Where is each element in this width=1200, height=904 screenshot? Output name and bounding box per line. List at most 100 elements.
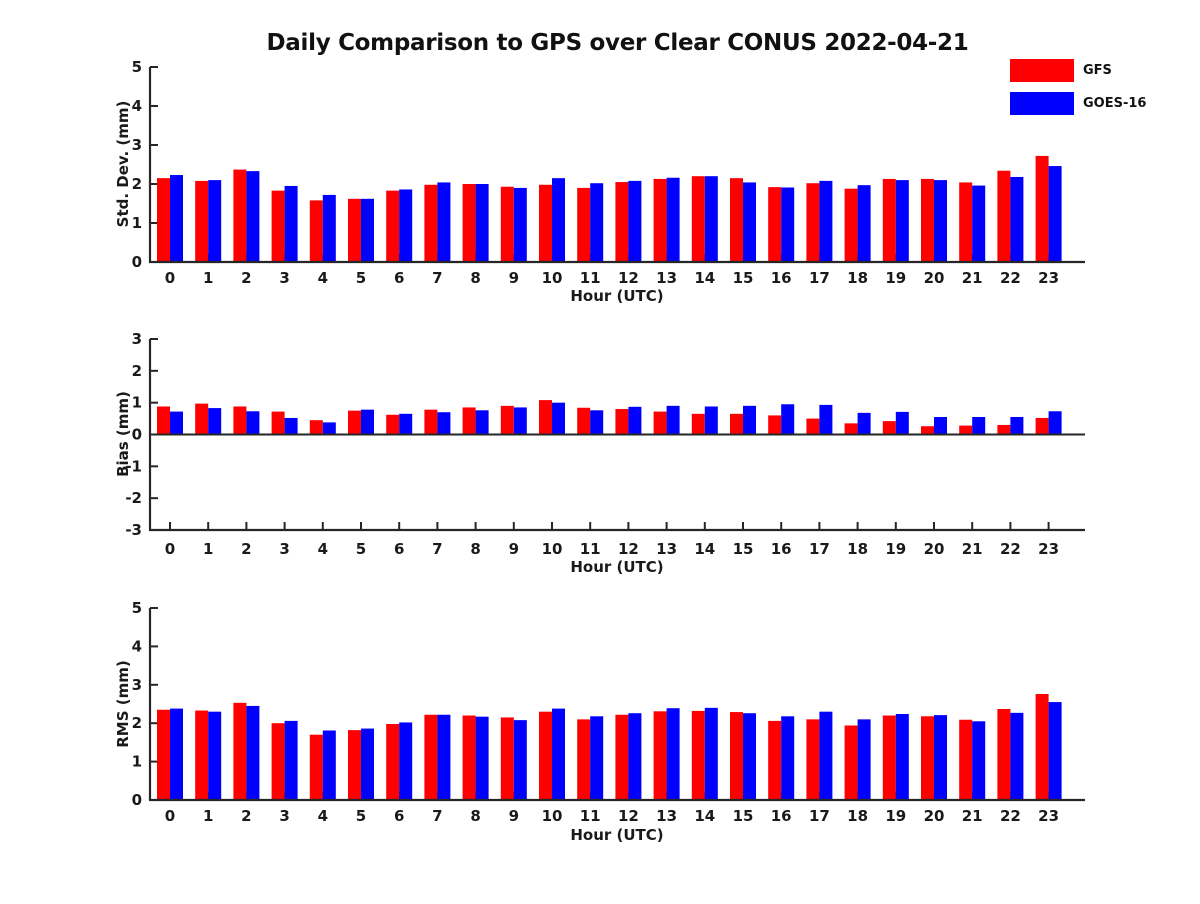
bar-goes16-h22: [1010, 176, 1024, 262]
bar-gfs-h15: [730, 178, 743, 262]
bar-gfs-h2: [233, 406, 247, 435]
x-tick-label: 6: [394, 540, 404, 558]
x-tick-label: 18: [847, 807, 868, 825]
x-tick-label: 5: [356, 540, 366, 558]
y-tick-label: 4: [132, 97, 142, 115]
bar-gfs-h10: [539, 400, 552, 435]
x-tick-label: 20: [924, 807, 945, 825]
bar-gfs-h18: [844, 423, 858, 435]
x-tick-label: 16: [771, 269, 792, 287]
x-tick-label: 18: [847, 269, 868, 287]
goes16-legend-label: GOES-16: [1083, 96, 1147, 111]
bar-gfs-h2: [233, 702, 247, 800]
bar-goes16-h5: [361, 728, 374, 800]
bar-goes16-h18: [857, 185, 871, 262]
bar-goes16-h1: [208, 711, 222, 800]
bar-gfs-h14: [691, 710, 705, 800]
bar-gfs-h5: [348, 730, 361, 800]
bar-gfs-h9: [500, 186, 514, 262]
x-tick-label: 14: [694, 807, 715, 825]
x-tick-label: 4: [318, 807, 328, 825]
bar-goes16-h5: [361, 409, 374, 435]
y-tick-label: 0: [132, 426, 142, 444]
bar-gfs-h7: [424, 409, 438, 435]
y-tick-label: 0: [132, 791, 142, 809]
bar-gfs-h0: [157, 406, 170, 435]
x-tick-label: 0: [165, 269, 175, 287]
rms-x-axis-label: Hour (UTC): [570, 826, 663, 844]
x-tick-label: 18: [847, 540, 868, 558]
gfs-legend-label: GFS: [1083, 63, 1112, 78]
bar-goes16-h21: [972, 721, 986, 800]
bar-gfs-h4: [309, 734, 323, 800]
bar-goes16-h16: [781, 716, 795, 800]
bar-gfs-h22: [997, 708, 1011, 800]
bar-gfs-h3: [271, 723, 285, 800]
y-tick-label: 3: [132, 330, 142, 348]
bar-gfs-h18: [844, 188, 858, 262]
bar-gfs-h10: [539, 711, 552, 800]
bar-goes16-h12: [628, 406, 642, 435]
y-tick-label: 0: [132, 253, 142, 271]
bar-goes16-h1: [208, 408, 222, 435]
bar-goes16-h7: [437, 182, 451, 262]
bar-goes16-h12: [628, 713, 642, 800]
bar-gfs-h1: [195, 180, 209, 262]
x-tick-label: 3: [279, 269, 289, 287]
bar-gfs-h3: [271, 411, 285, 435]
x-tick-label: 17: [809, 807, 830, 825]
x-tick-label: 20: [924, 269, 945, 287]
chart-title: Daily Comparison to GPS over Clear CONUS…: [266, 30, 969, 56]
bar-gfs-h13: [653, 178, 667, 262]
x-tick-label: 15: [733, 807, 754, 825]
x-tick-label: 0: [165, 807, 175, 825]
bar-goes16-h15: [743, 405, 756, 435]
x-tick-label: 22: [1000, 269, 1021, 287]
bar-gfs-h7: [424, 184, 438, 262]
bar-goes16-h20: [934, 180, 947, 262]
x-tick-label: 19: [885, 807, 906, 825]
bar-gfs-h6: [386, 190, 400, 262]
bar-gfs-h11: [577, 187, 591, 262]
stddev-y-axis-label: Std. Dev. (mm): [114, 101, 132, 228]
bar-goes16-h18: [857, 719, 871, 800]
bar-gfs-h22: [997, 170, 1011, 262]
bar-gfs-h0: [157, 178, 170, 262]
bar-goes16-h10: [552, 708, 565, 800]
bar-goes16-h11: [590, 183, 604, 262]
bar-gfs-h13: [653, 711, 667, 800]
x-tick-label: 8: [470, 807, 480, 825]
bar-goes16-h0: [170, 411, 183, 435]
x-tick-label: 13: [656, 269, 677, 287]
x-tick-label: 21: [962, 269, 983, 287]
bar-goes16-h12: [628, 180, 642, 262]
bar-gfs-h15: [730, 413, 743, 435]
bar-gfs-h6: [386, 414, 400, 435]
stddev-x-axis-label: Hour (UTC): [570, 287, 663, 305]
bar-gfs-h6: [386, 723, 400, 800]
bar-goes16-h21: [972, 416, 986, 435]
bar-gfs-h5: [348, 198, 361, 262]
y-tick-label: 1: [132, 394, 142, 412]
bar-gfs-h17: [806, 418, 820, 435]
x-tick-label: 2: [241, 807, 251, 825]
bar-goes16-h13: [666, 177, 680, 262]
bar-goes16-h9: [513, 407, 527, 435]
bar-goes16-h14: [704, 406, 718, 435]
bar-goes16-h0: [170, 708, 183, 800]
bar-gfs-h16: [768, 415, 782, 435]
x-tick-label: 12: [618, 540, 639, 558]
bar-gfs-h8: [462, 715, 476, 800]
bar-goes16-h8: [475, 184, 489, 262]
bar-gfs-h1: [195, 403, 209, 435]
bar-goes16-h4: [322, 730, 336, 800]
x-tick-label: 20: [924, 540, 945, 558]
bar-gfs-h12: [615, 714, 629, 800]
x-tick-label: 1: [203, 540, 213, 558]
bar-goes16-h19: [895, 180, 909, 262]
x-tick-label: 4: [318, 540, 328, 558]
x-tick-label: 3: [279, 540, 289, 558]
bar-goes16-h21: [972, 185, 986, 262]
bar-goes16-h17: [819, 180, 833, 262]
